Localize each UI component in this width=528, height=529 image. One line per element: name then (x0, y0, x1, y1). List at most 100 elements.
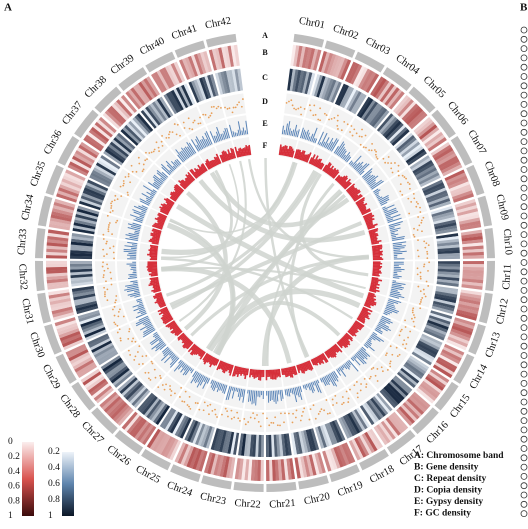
gypsy-bar (304, 384, 307, 391)
gc-bar (344, 182, 352, 190)
gene-density-cell (392, 411, 409, 430)
gc-bar (325, 167, 331, 174)
repeat-density-cell (93, 344, 115, 358)
copia-point (210, 106, 213, 108)
chromosome-label: Chr22 (234, 498, 261, 511)
gc-bar (372, 250, 383, 254)
repeat-density-cell (75, 303, 98, 312)
gc-bar (148, 249, 158, 252)
panel-b-marker (520, 110, 528, 118)
gypsy-bar (142, 329, 156, 338)
gypsy-bar (213, 381, 218, 392)
gc-bar (180, 180, 188, 188)
repeat-density-cell (227, 431, 235, 454)
gypsy-bar (289, 388, 292, 394)
gc-bar (347, 330, 355, 337)
repeat-density-cell (358, 98, 374, 119)
repeat-density-cell (340, 416, 353, 438)
gc-bar (203, 353, 210, 363)
repeat-density-cell (204, 75, 214, 98)
copia-point (370, 368, 373, 370)
copia-point (309, 408, 312, 411)
copia-point (288, 100, 290, 103)
repeat-density-cell (425, 190, 448, 201)
chromosome-ideogram (298, 475, 329, 490)
repeat-density-cell (170, 89, 184, 111)
repeat-density-cell (125, 382, 143, 401)
gc-bar (366, 221, 373, 226)
gene-density-cell (459, 223, 482, 231)
gc-bar (193, 167, 201, 177)
gene-density-cell (52, 309, 74, 318)
copia-point (412, 314, 415, 316)
chromosome-ideogram (412, 407, 439, 435)
gypsy-bar (133, 205, 147, 212)
gc-bar (364, 302, 371, 307)
gene-density-cell (442, 164, 463, 177)
copia-point (412, 192, 415, 195)
gc-bar (148, 272, 158, 276)
track-background (372, 180, 399, 207)
copia-point (159, 374, 161, 377)
copia-point (240, 105, 243, 108)
repeat-density-cell (72, 290, 95, 298)
gypsy-bar (376, 195, 380, 199)
repeat-density-cell (73, 222, 96, 230)
gc-bar (371, 281, 379, 284)
gc-bar (229, 152, 234, 160)
gypsy-bar (144, 321, 152, 326)
gc-bar (328, 348, 337, 358)
gene-density-cell (398, 406, 415, 424)
gypsy-bar (197, 374, 203, 383)
repeat-density-cell (331, 420, 343, 442)
gc-bar (206, 158, 213, 169)
copia-point (226, 107, 229, 110)
copia-point (215, 107, 218, 110)
gypsy-bar (291, 388, 294, 395)
gene-density-cell (333, 446, 344, 468)
gene-density-cell (438, 155, 459, 169)
gene-density-cell (222, 456, 230, 478)
gc-bar (199, 351, 206, 360)
gypsy-bar (392, 237, 405, 242)
gc-bar (332, 345, 339, 353)
copia-point (210, 112, 213, 115)
copia-point (375, 150, 377, 153)
gc-bar (310, 359, 315, 366)
gene-density-cell (181, 58, 193, 79)
chromosome-label: Chr34 (20, 193, 37, 222)
chromosome-label: Chr19 (336, 480, 364, 500)
copia-point (416, 229, 419, 231)
copia-point (417, 285, 420, 288)
gc-bar (227, 153, 231, 161)
copia-point (413, 227, 415, 230)
gc-bar (153, 289, 161, 293)
copia-point (399, 190, 402, 193)
copia-point (276, 424, 279, 427)
gypsy-bar (143, 326, 154, 333)
gypsy-bar (241, 389, 244, 398)
gene-density-cell (294, 457, 301, 479)
copia-point (104, 293, 106, 296)
gypsy-bar (237, 129, 240, 136)
copia-point (119, 337, 122, 340)
repeat-density-cell (409, 155, 430, 170)
repeat-density-cell (437, 255, 460, 260)
gene-density-cell (57, 190, 78, 200)
gypsy-bar (290, 130, 293, 136)
repeat-density-cell (120, 128, 139, 146)
copia-point (290, 99, 293, 102)
chromosome-label: Chr06 (445, 100, 470, 127)
repeat-density-cell (378, 115, 396, 134)
gc-bar (299, 150, 305, 161)
copia-point (191, 128, 194, 131)
copia-point (127, 194, 129, 196)
repeat-density-cell (169, 412, 183, 434)
copia-point (113, 314, 116, 317)
repeat-density-cell (314, 426, 325, 449)
gypsy-bar (201, 138, 207, 148)
repeat-density-cell (220, 71, 229, 94)
gypsy-bar (155, 341, 165, 349)
gc-bar (369, 288, 380, 293)
gc-bar (352, 323, 362, 331)
